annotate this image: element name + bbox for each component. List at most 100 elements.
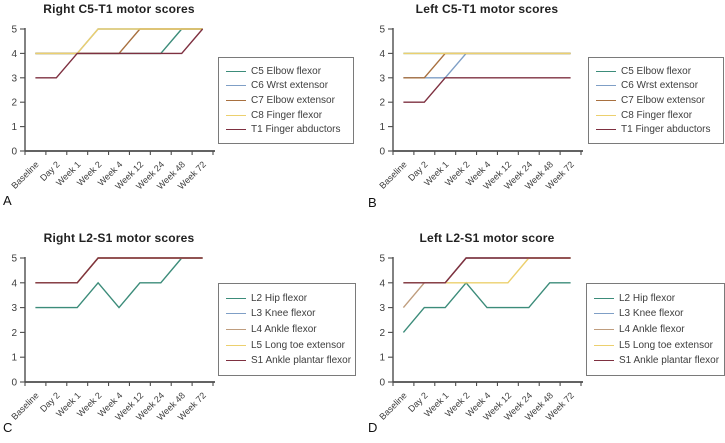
legend-swatch-c7-elbow-extensor <box>226 99 246 101</box>
panel-b-title: Left C5-T1 motor scores <box>415 2 559 16</box>
panel-c-letter: C <box>3 420 13 435</box>
legend-swatch-c8-finger-flexor <box>226 114 246 116</box>
series-line-s1-ankle-plantar-flexor <box>403 257 571 284</box>
panel-d-letter: D <box>368 420 378 435</box>
legend-swatch-c8-finger-flexor <box>596 114 616 116</box>
legend-swatch-l2-hip-flexor <box>594 297 614 299</box>
legend-swatch-l5-long-toe-extensor <box>594 344 614 346</box>
panel-c-title: Right L2-S1 motor scores <box>43 231 195 245</box>
legend-label: L4 Ankle flexor <box>251 323 317 335</box>
y-tick-label: 4 <box>11 49 17 60</box>
legend-label: C5 Elbow flexor <box>251 65 322 77</box>
panel-a-title: Right C5-T1 motor scores <box>43 2 195 16</box>
panel-b-legend: C5 Elbow flexor C6 Wrst extensor C7 Elbow … <box>588 57 724 144</box>
legend-label: C8 Finger flexor <box>251 109 323 121</box>
series-line-l2-hip-flexor <box>35 257 203 309</box>
legend-swatch-t1-finger-abductors <box>226 129 246 131</box>
legend-swatch-s1-ankle-plantar-flexor <box>226 360 246 362</box>
legend-label: C6 Wrst extensor <box>251 80 329 92</box>
series-line-c6-wrst-extensor <box>403 52 571 79</box>
legend-label: T1 Finger abductors <box>251 124 341 136</box>
legend-item: C6 Wrst extensor <box>226 80 346 91</box>
legend-item: C8 Finger flexor <box>596 110 716 121</box>
y-tick-label: 0 <box>379 147 385 158</box>
legend-item: C7 Elbow extensor <box>226 95 346 106</box>
panel-d-title: Left L2-S1 motor score <box>419 231 555 245</box>
series-line-l4-ankle-flexor <box>35 257 203 284</box>
panel-d-legend: L2 Hip flexor L3 Knee flexor L4 Ankle flex… <box>586 283 725 376</box>
legend-swatch-t1-finger-abductors <box>596 129 616 131</box>
series-line-c7-elbow-extensor <box>403 52 571 79</box>
y-tick-label: 1 <box>379 353 385 364</box>
legend-label: L5 Long toe extensor <box>619 339 713 351</box>
legend-item: L2 Hip flexor <box>594 293 717 304</box>
x-tick-label: Baseline <box>377 159 408 190</box>
y-tick-label: 0 <box>11 147 17 158</box>
panel-a-letter: A <box>3 193 12 208</box>
legend-item: L4 Ankle flexor <box>226 324 348 335</box>
series-line-c8-finger-flexor <box>35 28 203 55</box>
legend-item: C8 Finger flexor <box>226 110 346 121</box>
series-line-l5-long-toe-extensor <box>403 257 571 284</box>
legend-swatch-c5-elbow-flexor <box>596 70 616 72</box>
legend-item: C5 Elbow flexor <box>596 66 716 77</box>
legend-label: L4 Ankle flexor <box>619 323 685 335</box>
legend-swatch-l4-ankle-flexor <box>594 328 614 330</box>
y-tick-label: 3 <box>379 73 385 84</box>
legend-swatch-s1-ankle-plantar-flexor <box>594 360 614 362</box>
legend-swatch-c7-elbow-extensor <box>596 99 616 101</box>
y-tick-label: 5 <box>379 25 385 36</box>
y-tick-label: 0 <box>11 378 17 389</box>
legend-swatch-c6-wrst-extensor <box>596 85 616 87</box>
y-tick-label: 3 <box>11 73 17 84</box>
y-tick-label: 5 <box>11 254 17 265</box>
series-line-l3-knee-flexor <box>403 257 571 284</box>
y-tick-label: 4 <box>11 278 17 289</box>
legend-item: C7 Elbow extensor <box>596 95 716 106</box>
y-tick-label: 3 <box>379 303 385 314</box>
y-tick-label: 3 <box>11 303 17 314</box>
legend-item: S1 Ankle plantar flexor <box>226 355 352 367</box>
series-line-s1-ankle-plantar-flexor <box>35 257 203 284</box>
legend-label: L2 Hip flexor <box>251 292 308 304</box>
y-tick-label: 1 <box>379 122 385 133</box>
y-tick-label: 1 <box>11 353 17 364</box>
legend-label: C5 Elbow flexor <box>621 65 692 77</box>
legend-item: L5 Long toe extensor <box>594 340 717 351</box>
legend-swatch-l4-ankle-flexor <box>226 328 246 330</box>
legend-label: C8 Finger flexor <box>621 109 693 121</box>
legend-swatch-l2-hip-flexor <box>226 297 246 299</box>
legend-label: S1 Ankle plantar flexor <box>251 355 352 367</box>
legend-swatch-l5-long-toe-extensor <box>226 344 246 346</box>
legend-item: L4 Ankle flexor <box>594 324 717 335</box>
y-tick-label: 4 <box>379 49 385 60</box>
legend-item: L5 Long toe extensor <box>226 340 348 351</box>
legend-item: L2 Hip flexor <box>226 293 348 304</box>
series-line-c6-wrst-extensor <box>35 28 203 55</box>
series-line-c5-elbow-flexor <box>35 28 203 55</box>
legend-item: S1 Ankle plantar flexor <box>594 355 719 366</box>
series-line-c7-elbow-extensor <box>35 28 203 55</box>
legend-label: L5 Long toe extensor <box>251 339 345 351</box>
series-line-t1-finger-abductors <box>403 77 571 103</box>
legend-label: C7 Elbow extensor <box>251 94 335 106</box>
legend-item: L3 Knee flexor <box>226 308 348 319</box>
legend-label: T1 Finger abductors <box>621 124 711 136</box>
series-line-l2-hip-flexor <box>402 281 571 333</box>
y-tick-label: 0 <box>379 378 385 389</box>
legend-swatch-c5-elbow-flexor <box>226 70 246 72</box>
legend-label: L3 Knee flexor <box>619 308 684 320</box>
legend-item: L3 Knee flexor <box>594 308 717 319</box>
legend-swatch-l3-knee-flexor <box>594 313 614 315</box>
series-line-l3-knee-flexor <box>35 257 203 284</box>
y-tick-label: 4 <box>379 278 385 289</box>
x-tick-label: Baseline <box>9 159 40 190</box>
legend-swatch-l3-knee-flexor <box>226 313 246 315</box>
legend-label: L3 Knee flexor <box>251 308 316 320</box>
panel-a-legend: C5 Elbow flexor C6 Wrst extensor C7 Elbow … <box>218 57 354 144</box>
